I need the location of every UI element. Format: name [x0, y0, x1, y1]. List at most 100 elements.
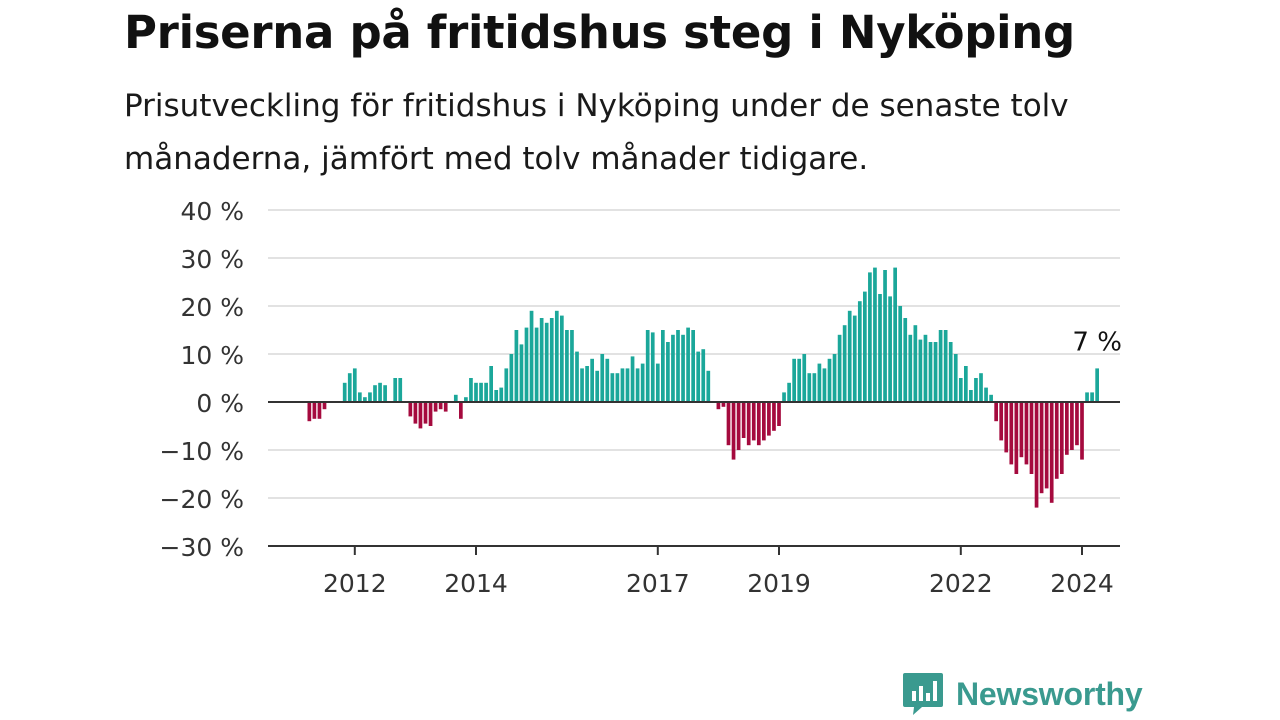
bar: [1014, 402, 1019, 474]
bar: [787, 382, 791, 402]
bar: [1034, 402, 1039, 508]
bar: [797, 358, 802, 402]
bar: [964, 366, 968, 402]
bar: [580, 368, 584, 402]
bar: [443, 402, 448, 412]
bar: [908, 334, 913, 402]
bar: [943, 330, 948, 402]
chart-subtitle: Prisutveckling för fritidshus i Nyköping…: [124, 88, 1069, 177]
bar: [640, 363, 645, 402]
bar: [459, 402, 463, 419]
bar: [974, 378, 978, 402]
bar: [428, 402, 433, 426]
x-tick-label: 2017: [626, 569, 690, 598]
bar: [352, 368, 357, 402]
bar: [494, 390, 499, 402]
newsworthy-logo: Newsworthy: [902, 670, 1143, 718]
bar: [575, 351, 579, 402]
bar: [1075, 402, 1079, 446]
bar: [418, 402, 423, 429]
bar: [393, 378, 398, 402]
bar: [322, 402, 327, 410]
x-tick-label: 2014: [444, 569, 508, 598]
bar: [363, 397, 367, 402]
bar: [620, 368, 625, 402]
bar: [852, 315, 857, 402]
bar: [822, 368, 827, 402]
bar: [857, 301, 862, 402]
bar: [565, 330, 569, 402]
bar: [948, 342, 953, 402]
bar: [413, 402, 418, 424]
bar: [847, 310, 852, 402]
bar: [706, 370, 711, 402]
bar: [469, 378, 473, 402]
bar: [312, 402, 317, 419]
bar: [1004, 402, 1009, 453]
bar: [1029, 402, 1034, 474]
y-tick-label: 30 %: [180, 245, 244, 274]
bar: [777, 402, 781, 426]
bar: [928, 342, 933, 402]
bar: [751, 402, 756, 441]
bar: [923, 334, 928, 402]
bar: [989, 394, 993, 402]
bar: [1080, 402, 1084, 460]
bar: [1059, 402, 1064, 474]
bar: [358, 392, 362, 402]
bar: [1009, 402, 1014, 465]
bar: [625, 368, 630, 402]
bar: [655, 363, 660, 402]
x-tick-label: 2012: [323, 569, 387, 598]
newsworthy-logo-icon: [903, 673, 943, 715]
bar: [938, 330, 943, 402]
bar: [484, 382, 488, 402]
bar: [560, 315, 564, 402]
bar: [696, 351, 701, 402]
bar: [913, 325, 918, 402]
bar: [827, 358, 832, 402]
bar: [453, 394, 458, 402]
bar: [984, 387, 988, 402]
bar: [873, 267, 877, 402]
bar: [772, 402, 776, 431]
bar: [438, 402, 443, 410]
bar: [817, 363, 822, 402]
bar: [863, 291, 867, 402]
bar: [529, 310, 534, 402]
bar: [999, 402, 1004, 441]
bar: [1095, 368, 1099, 402]
last-value-label: 7 %: [1072, 327, 1122, 357]
bar: [807, 373, 812, 402]
bar: [534, 327, 539, 402]
bar: [746, 402, 751, 446]
bar: [433, 402, 438, 412]
bar: [837, 334, 842, 402]
bar: [661, 330, 665, 402]
bar: [666, 342, 670, 402]
bar: [726, 402, 731, 446]
bar: [549, 318, 554, 402]
bar: [383, 385, 387, 402]
bar: [1024, 402, 1029, 465]
bar: [802, 354, 807, 402]
bar: [373, 385, 377, 402]
bar: [519, 344, 524, 402]
bar: [958, 378, 963, 402]
y-tick-label: 40 %: [180, 197, 244, 226]
chart-title: Priserna på fritidshus steg i Nyköping: [124, 6, 1075, 59]
bar: [994, 402, 998, 422]
bar: [832, 354, 837, 402]
bar: [554, 310, 559, 402]
bar: [539, 318, 544, 402]
brand-name: Newsworthy: [956, 675, 1143, 712]
bar: [307, 402, 312, 422]
bar: [378, 382, 382, 402]
bar: [635, 368, 640, 402]
x-axis: 2012 2014 2017 2019 2022 2024: [268, 401, 1120, 598]
bar: [615, 373, 620, 402]
bar: [610, 373, 615, 402]
bar: [514, 330, 519, 402]
bar: [868, 272, 872, 402]
